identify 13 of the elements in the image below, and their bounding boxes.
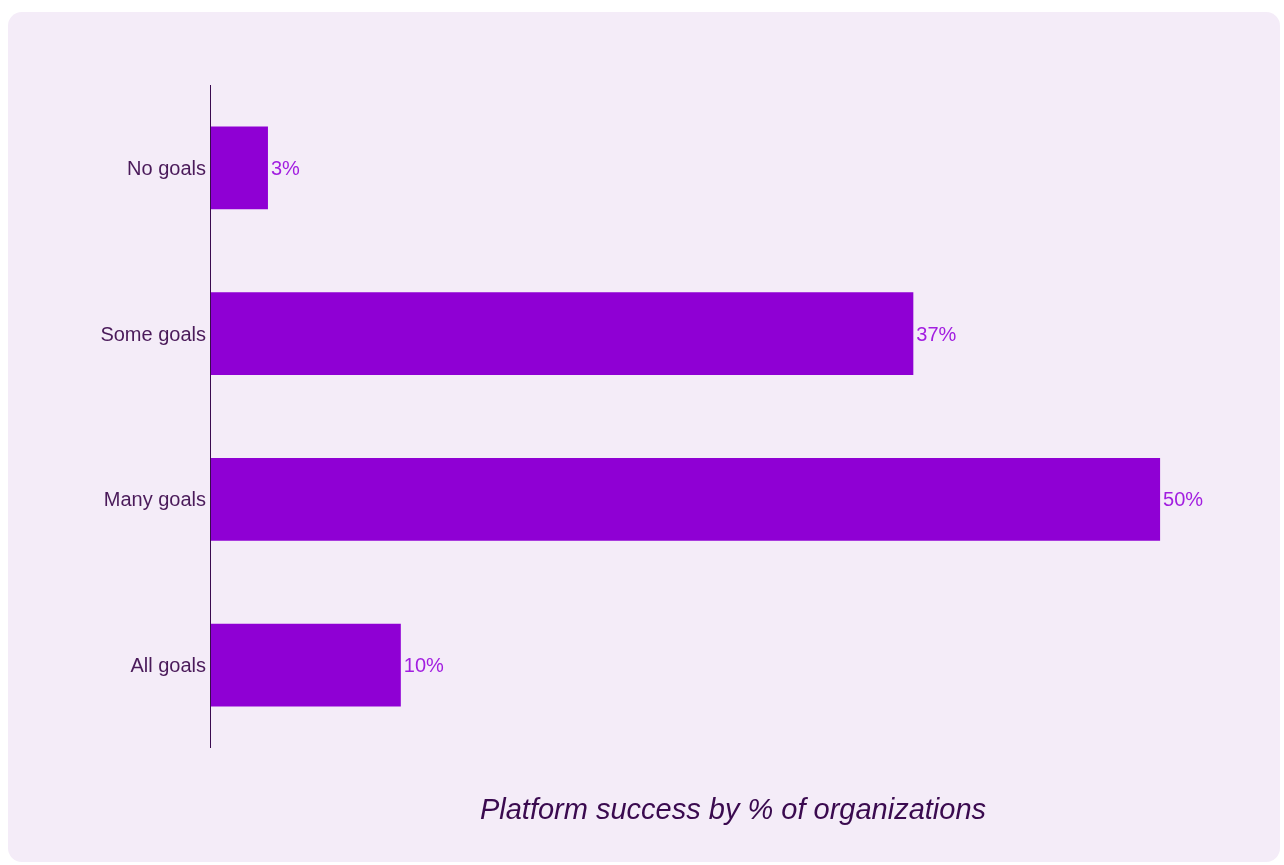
bar: [211, 126, 268, 210]
data-label: 10%: [403, 654, 445, 677]
y-tick-label: All goals: [130, 654, 206, 677]
data-label: 3%: [270, 156, 301, 179]
bar: [211, 457, 1161, 541]
data-label: 50%: [1163, 488, 1204, 511]
y-tick-label: Some goals: [100, 322, 206, 345]
bar: [211, 623, 401, 707]
bar: [211, 292, 914, 376]
data-label: 37%: [916, 322, 957, 345]
y-tick-label: No goals: [127, 156, 206, 179]
x-axis-title: Platform success by % of organizations: [479, 792, 987, 825]
y-tick-label: Many goals: [103, 488, 206, 511]
